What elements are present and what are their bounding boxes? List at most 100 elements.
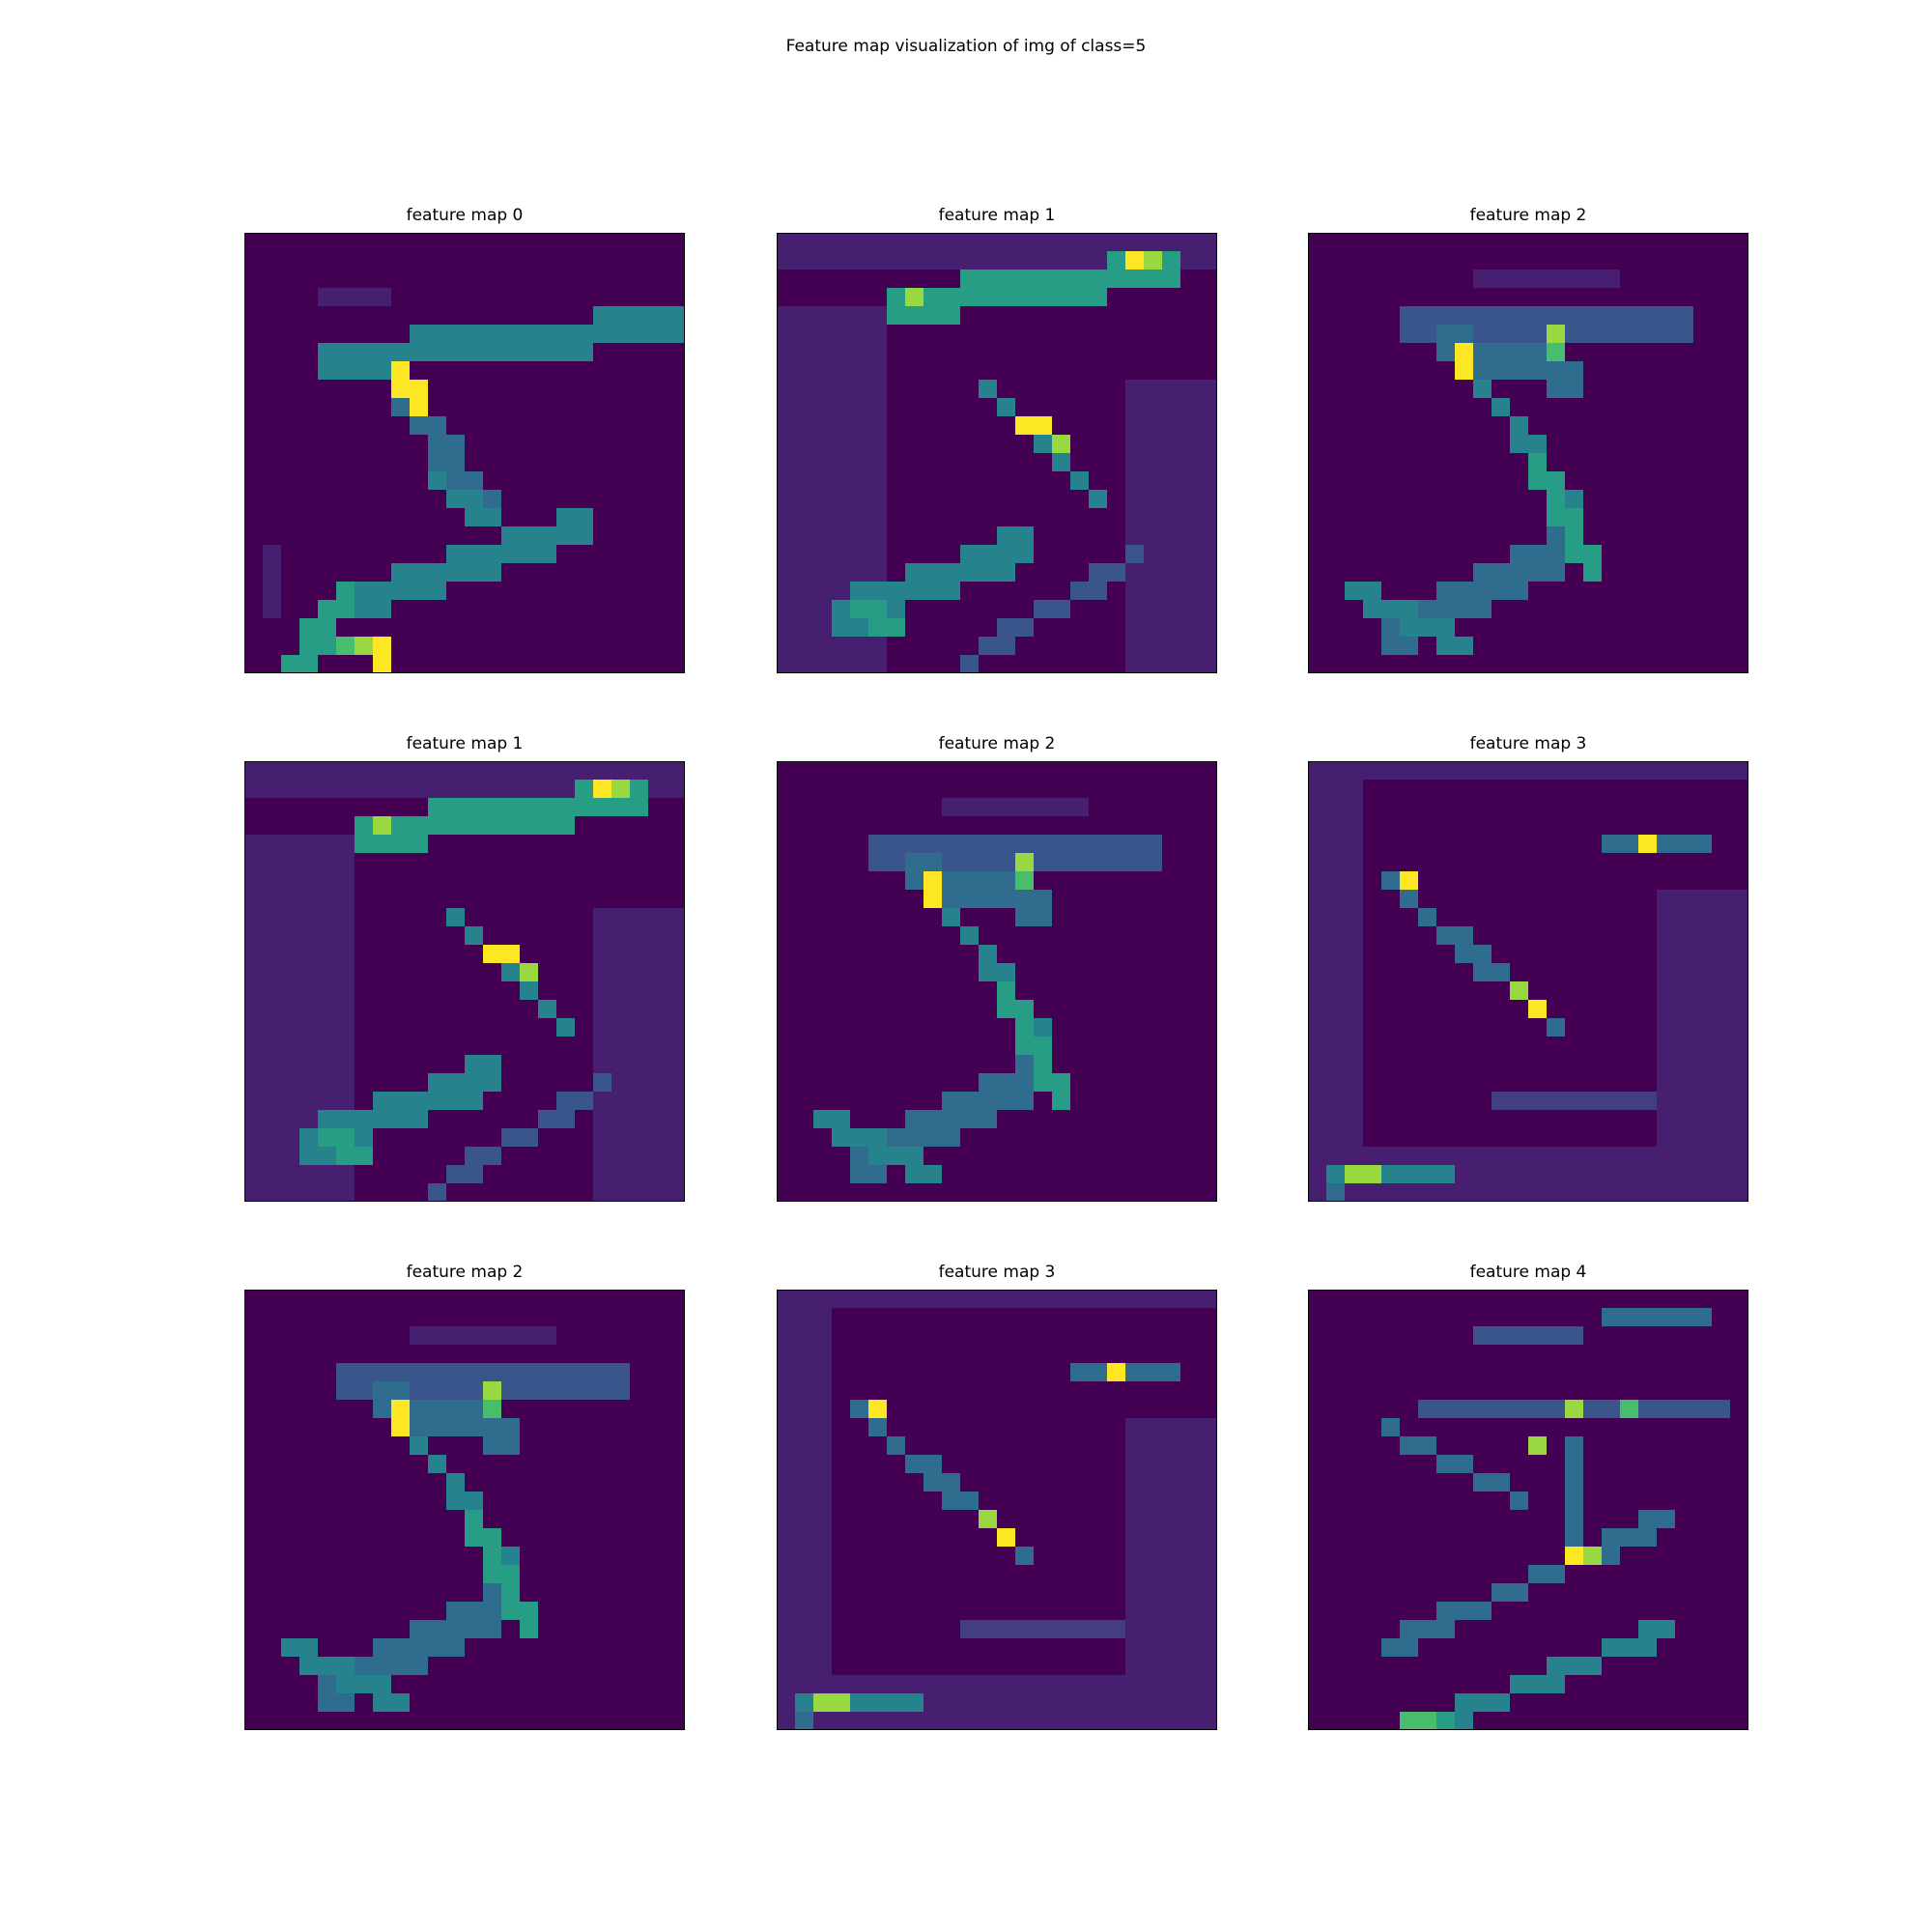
heatmap-cell (1528, 1363, 1548, 1382)
heatmap-cell (1381, 1308, 1401, 1327)
heatmap-cell (501, 582, 521, 601)
heatmap-cell (850, 582, 869, 601)
heatmap-cell (410, 1345, 429, 1364)
heatmap-cell (1638, 1000, 1658, 1019)
heatmap-cell (905, 1290, 924, 1309)
heatmap-cell (1436, 637, 1456, 656)
feature-map-panel: feature map 2 (244, 1263, 685, 1730)
heatmap-cell (483, 361, 502, 381)
heatmap-cell (923, 306, 943, 326)
heatmap-cell (1089, 1183, 1108, 1202)
heatmap-cell (1510, 398, 1529, 417)
heatmap-cell (556, 1018, 576, 1037)
heatmap-cell (1162, 563, 1181, 582)
heatmap-cell (942, 1308, 961, 1327)
heatmap-cell (244, 1400, 264, 1419)
heatmap-cell (1602, 306, 1621, 326)
heatmap-cell (1199, 1308, 1217, 1327)
heatmap-cell (630, 1602, 649, 1621)
heatmap-cell (1326, 890, 1346, 909)
heatmap-cell (777, 1436, 796, 1456)
heatmap-cell (850, 1657, 869, 1676)
heatmap-cell (1144, 1657, 1163, 1676)
heatmap-cell (1308, 1165, 1327, 1184)
heatmap-cell (1657, 798, 1676, 817)
heatmap-cell (556, 1620, 576, 1639)
heatmap-cell (1381, 563, 1401, 582)
heatmap-cell (1162, 1583, 1181, 1603)
heatmap-cell (1565, 1455, 1584, 1474)
heatmap-cell (1455, 526, 1474, 546)
heatmap-cell (1199, 908, 1217, 927)
heatmap-cell (1015, 1473, 1035, 1492)
heatmap-cell (1363, 1110, 1382, 1129)
heatmap-cell (575, 1018, 594, 1037)
heatmap-cell (483, 490, 502, 509)
heatmap-cell (355, 1128, 374, 1148)
heatmap-cell (1693, 1528, 1713, 1548)
heatmap-cell (1162, 582, 1181, 601)
heatmap-cell (1345, 1018, 1364, 1037)
heatmap-cell (630, 508, 649, 527)
heatmap-cell (318, 306, 337, 326)
heatmap-cell (520, 1345, 539, 1364)
heatmap-cell (1638, 908, 1658, 927)
heatmap-cell (667, 380, 685, 399)
heatmap-cell (1034, 1073, 1053, 1093)
heatmap-cell (1015, 435, 1035, 454)
heatmap-cell (556, 1602, 576, 1621)
heatmap-cell (465, 1000, 484, 1019)
heatmap-cell (1436, 545, 1456, 564)
heatmap-cell (575, 871, 594, 891)
heatmap-cell (428, 1638, 447, 1658)
heatmap-cell (1583, 1326, 1603, 1346)
heatmap-cell (1199, 1602, 1217, 1621)
heatmap-cell (648, 981, 668, 1001)
heatmap-cell (1583, 871, 1603, 891)
panel-title: feature map 1 (938, 206, 1056, 225)
heatmap-cell (244, 306, 264, 326)
heatmap-cell (997, 508, 1016, 527)
heatmap-cell (1693, 270, 1713, 289)
heatmap-cell (281, 618, 300, 638)
heatmap-cell (593, 306, 612, 326)
heatmap-cell (318, 798, 337, 817)
heatmap-cell (979, 1037, 998, 1056)
heatmap-cell (483, 1037, 502, 1056)
heatmap-cell (1565, 1037, 1584, 1056)
heatmap-cell (520, 325, 539, 344)
heatmap-cell (520, 761, 539, 781)
heatmap-cell (1675, 618, 1694, 638)
heatmap-cell (428, 288, 447, 307)
heatmap-cell (777, 1638, 796, 1658)
heatmap-cell (318, 761, 337, 781)
heatmap-cell (905, 1657, 924, 1676)
heatmap-cell (1326, 1418, 1346, 1437)
heatmap-cell (244, 871, 264, 891)
heatmap-cell (1492, 761, 1511, 781)
heatmap-cell (923, 1400, 943, 1419)
heatmap-cell (813, 1165, 833, 1184)
heatmap-cell (1162, 926, 1181, 946)
heatmap-cell (887, 251, 906, 270)
heatmap-cell (960, 1165, 980, 1184)
heatmap-cell (1345, 490, 1364, 509)
heatmap-cell (960, 563, 980, 582)
heatmap-cell (575, 1055, 594, 1074)
heatmap-cell (1144, 761, 1163, 781)
heatmap-cell (538, 1675, 557, 1694)
heatmap-cell (1602, 761, 1621, 781)
heatmap-cell (1199, 816, 1217, 836)
heatmap-cell (979, 981, 998, 1001)
heatmap-cell (923, 1712, 943, 1730)
heatmap-cell (611, 618, 631, 638)
heatmap-cell (1107, 471, 1126, 491)
heatmap-cell (942, 1528, 961, 1548)
heatmap-cell (997, 835, 1016, 854)
heatmap-cell (1308, 1436, 1327, 1456)
heatmap-cell (299, 1675, 319, 1694)
heatmap-cell (850, 835, 869, 854)
heatmap-cell (318, 545, 337, 564)
heatmap-cell (1400, 380, 1419, 399)
heatmap-cell (1436, 1473, 1456, 1492)
